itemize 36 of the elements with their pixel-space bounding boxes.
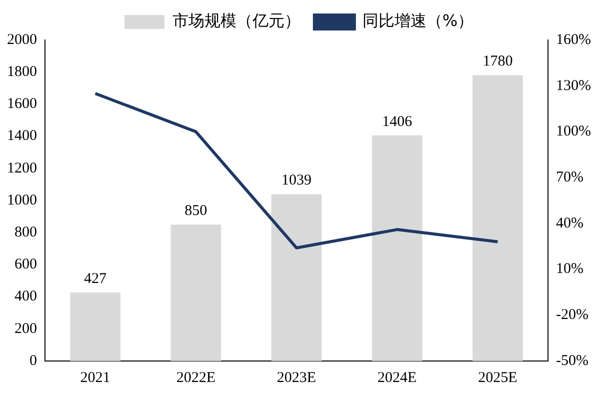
y-tick-label: 2000 bbox=[7, 32, 37, 48]
bar bbox=[372, 135, 422, 361]
y2-tick-label: 10% bbox=[556, 261, 584, 278]
y-tick-label: 800 bbox=[14, 224, 37, 241]
y-tick-label: 1400 bbox=[7, 128, 37, 144]
y-tick-label: 600 bbox=[14, 256, 37, 273]
y-tick-label: 400 bbox=[14, 288, 37, 305]
legend-label: 市场规模（亿元） bbox=[172, 11, 300, 30]
y-tick-label: 1200 bbox=[7, 160, 37, 176]
y2-tick-label: -20% bbox=[556, 307, 589, 324]
y-tick-label: 200 bbox=[14, 320, 37, 337]
y2-tick-label: 40% bbox=[556, 215, 584, 232]
x-tick-label: 2021 bbox=[80, 370, 110, 386]
data-label: 1780 bbox=[482, 54, 513, 70]
bar bbox=[472, 75, 523, 361]
data-label: 427 bbox=[84, 270, 108, 287]
y2-tick-label: 70% bbox=[556, 170, 584, 186]
data-label: 1039 bbox=[282, 172, 312, 189]
bar bbox=[70, 292, 120, 361]
x-tick-label: 2022E bbox=[176, 370, 216, 386]
bar bbox=[170, 224, 222, 361]
x-tick-label: 2025E bbox=[478, 370, 518, 386]
y2-tick-label: 130% bbox=[556, 78, 592, 94]
y2-tick-label: 100% bbox=[556, 124, 592, 140]
x-tick-label: 2023E bbox=[276, 370, 316, 386]
y-tick-label: 0 bbox=[30, 352, 37, 369]
y2-tick-label: -50% bbox=[556, 352, 589, 369]
x-tick-label: 2024E bbox=[378, 370, 417, 386]
y2-tick-label: 160% bbox=[556, 32, 592, 48]
legend-label: 同比增速（%） bbox=[362, 11, 474, 30]
y-tick-label: 1800 bbox=[7, 64, 37, 80]
data-label: 850 bbox=[184, 203, 208, 220]
bar bbox=[271, 194, 322, 361]
y-tick-label: 1600 bbox=[7, 96, 37, 112]
data-label: 1406 bbox=[382, 114, 413, 130]
y-tick-label: 1000 bbox=[7, 192, 37, 208]
